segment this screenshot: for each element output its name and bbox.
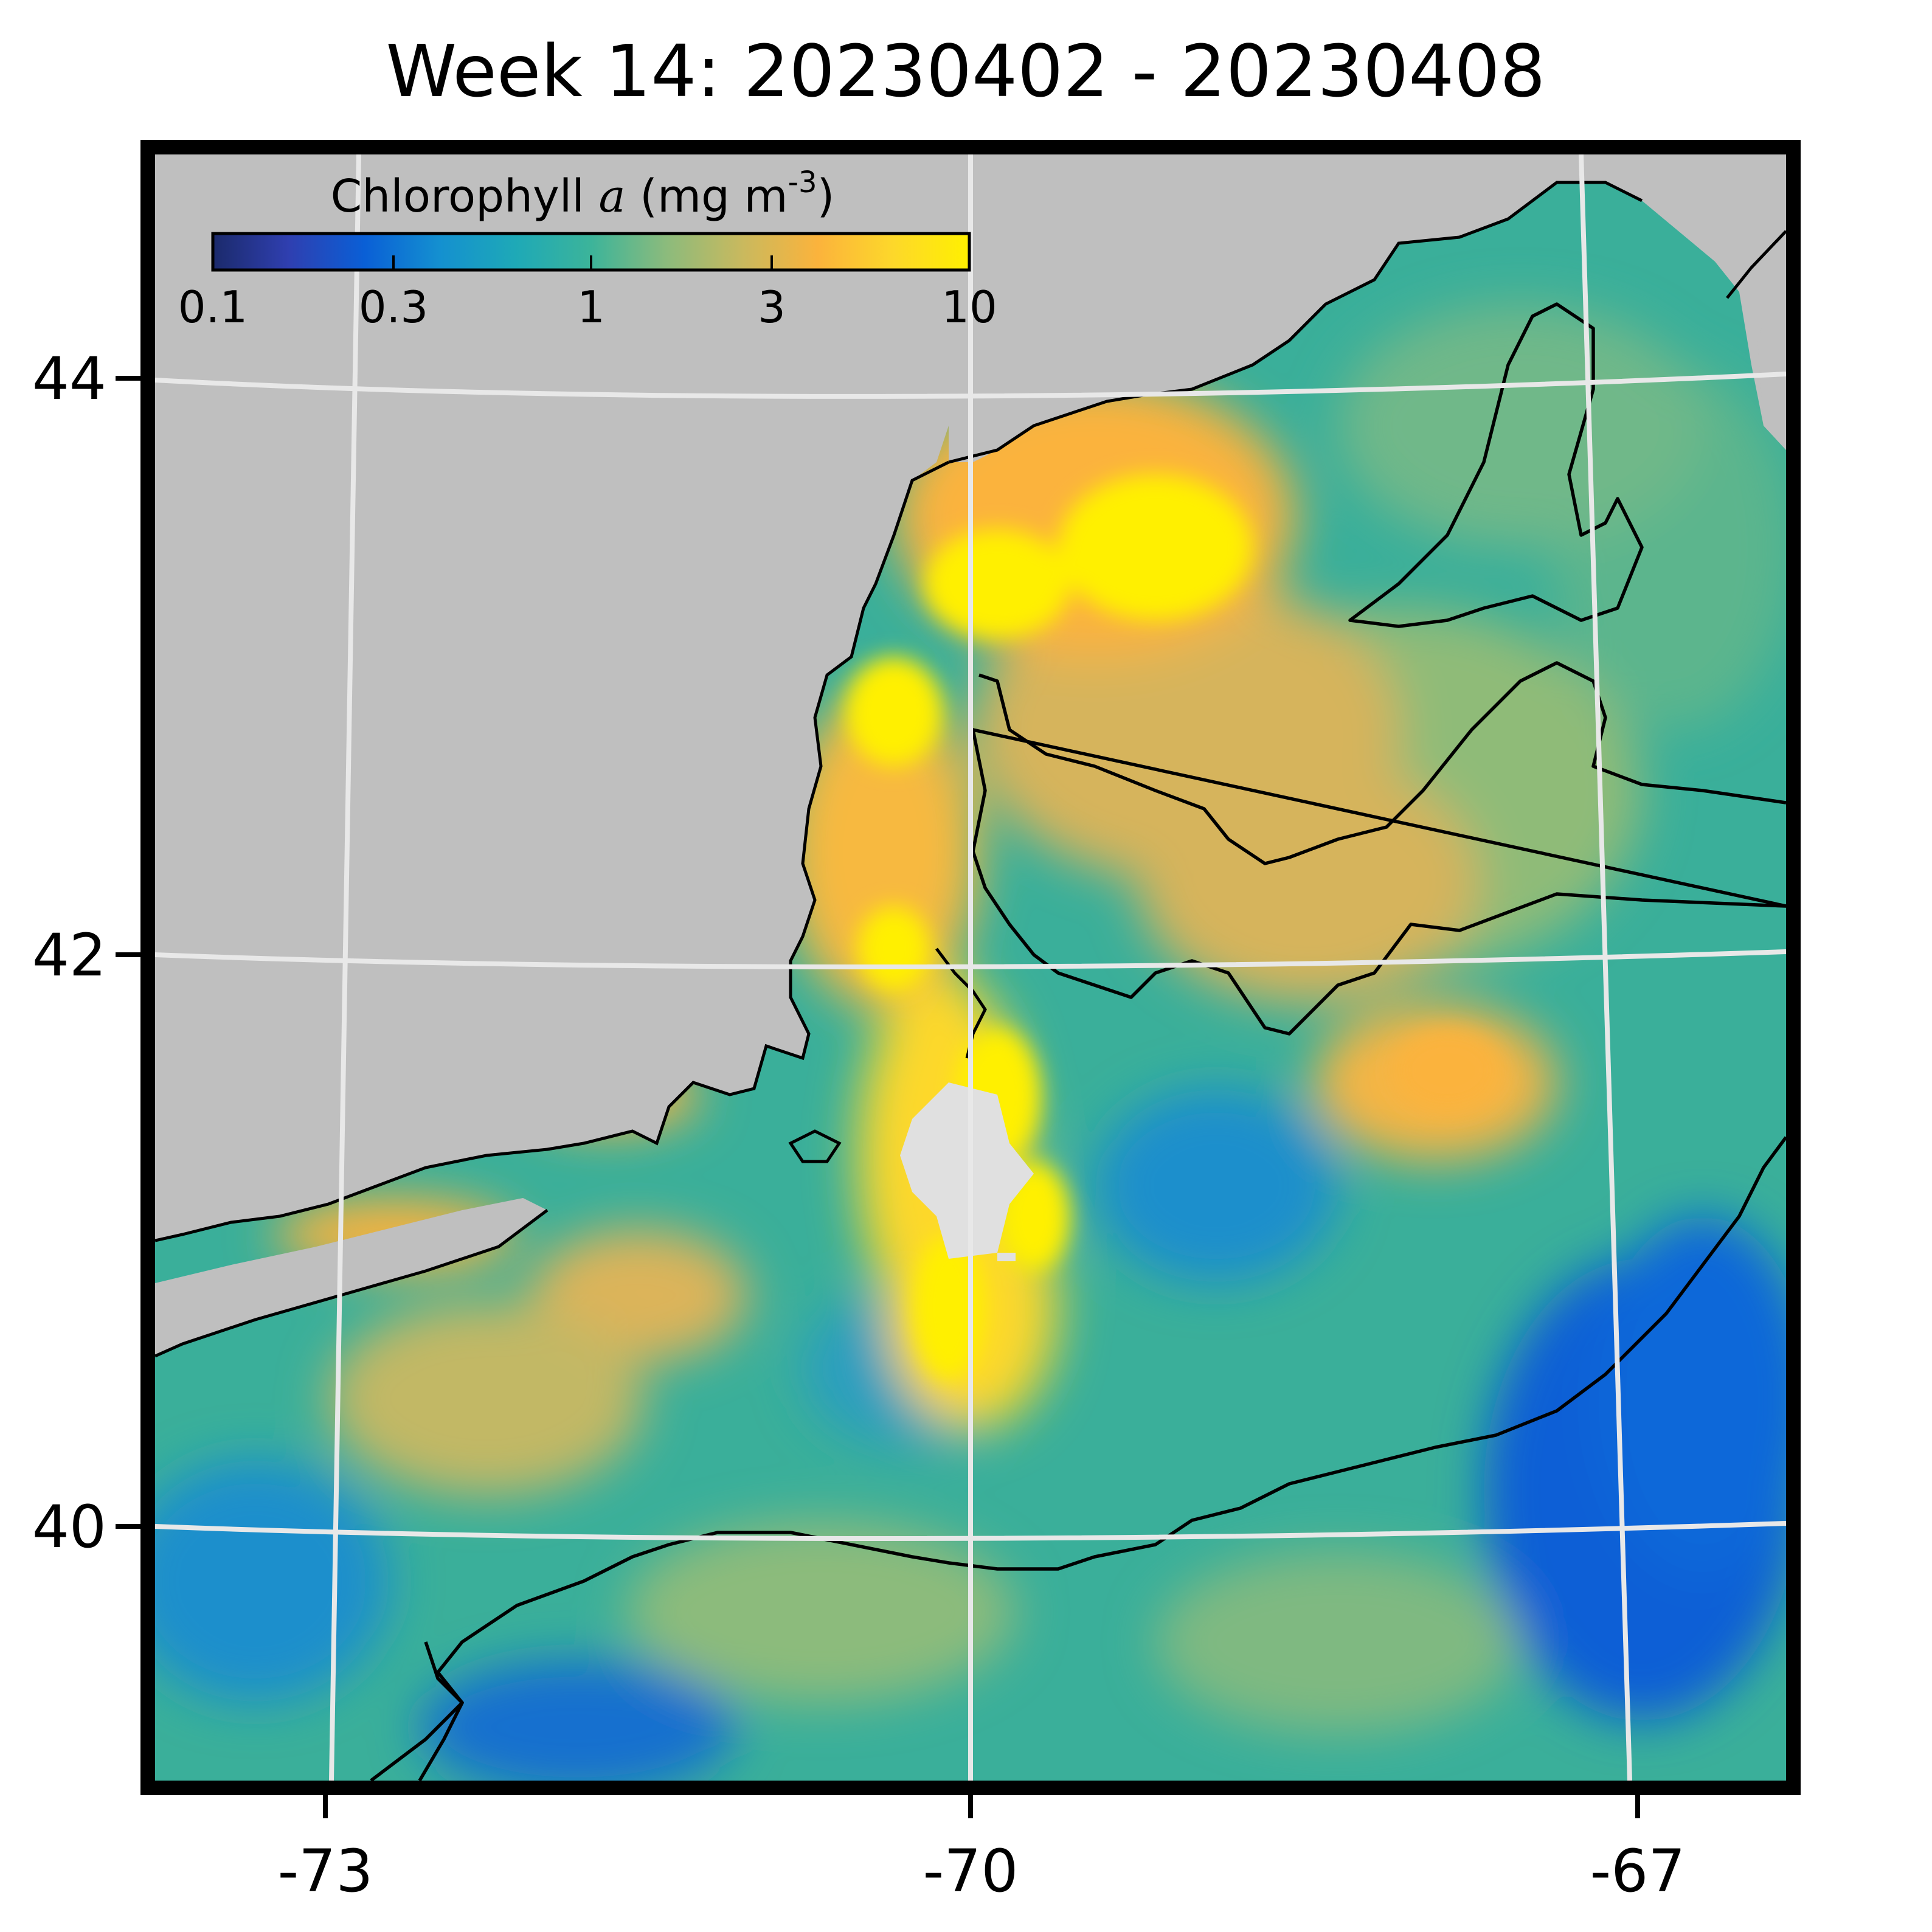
colorbar-tick-label-2: 1 [577,282,605,333]
map-panel [155,154,1786,1781]
coastline-nova-scotia [1726,230,1786,299]
y-tick-label-42: 42 [32,921,106,989]
colorbar-tick-label-0: 0.1 [178,282,248,333]
cloud-patch [900,1082,1034,1259]
y-tick-label-40: 40 [32,1493,106,1561]
x-tick-label-neg67: -67 [1590,1837,1686,1905]
graticule [155,154,1786,1781]
land-nova-scotia-corner [1757,255,1786,450]
colorbar: Chlorophyll a (mg m-3) 0.1 0.3 1 3 10 [178,165,997,333]
gridline-lon-neg67 [1579,154,1632,1781]
x-axis: -73 -70 -67 [278,1788,1686,1905]
colorbar-tick-label-3: 3 [758,282,786,333]
colorbar-label: Chlorophyll a (mg m-3) [331,165,835,223]
land-northeast [949,154,1786,462]
colorbar-label-italic: a [598,170,625,223]
gridline-lat-40 [155,1521,1786,1541]
colorbar-tick-label-4: 10 [941,282,997,333]
gridline-lat-42 [155,949,1786,969]
colorbar-label-text: Chlorophyll [331,170,599,223]
coastline [155,460,950,1242]
gridline-lat-44 [155,372,1786,399]
colorbar-label-exp: -3 [788,165,817,199]
y-tick-label-44: 44 [32,345,106,413]
isobath-hudson-canyon [418,1641,464,1781]
colorbar-label-close: ) [817,170,834,223]
land-long-island [155,1198,547,1356]
gridline-lon-neg73 [329,154,361,1781]
x-tick-label-neg73: -73 [278,1837,373,1905]
y-axis: 44 42 40 [32,345,148,1561]
map-title: Week 14: 20230402 - 20230408 [386,29,1545,113]
coastline-north [948,181,1643,464]
colorbar-label-units: (mg m [626,170,788,223]
colorbar-tick-label-1: 0.3 [359,282,429,333]
isobath-gulf-of-maine [1348,302,1644,628]
isobath-shelf-break [370,1136,1786,1781]
coastline-islands [788,1129,842,1163]
x-tick-label-neg70: -70 [923,1837,1019,1905]
cloud-speck [997,1253,1016,1261]
